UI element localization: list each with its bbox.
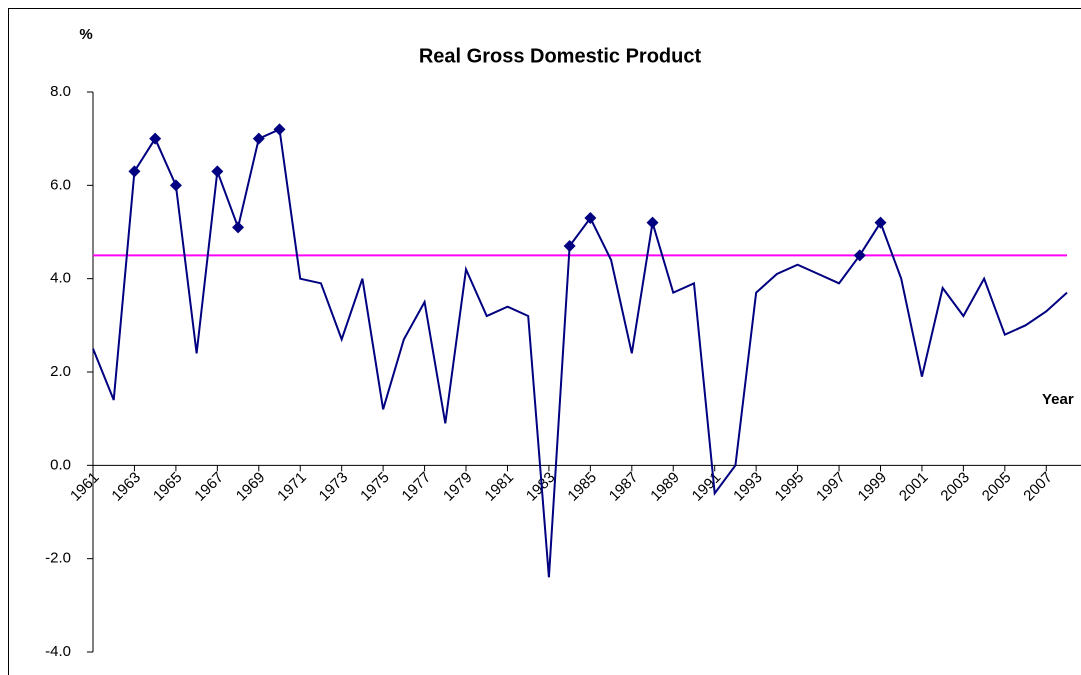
data-point	[563, 240, 576, 252]
y-tick-label: -4.0	[45, 643, 71, 660]
y-tick-label: 6.0	[50, 176, 71, 193]
chart-title: Real Gross Domestic Product	[419, 45, 702, 67]
y-tick-label: 4.0	[50, 270, 71, 287]
y-tick-label: 0.0	[50, 456, 71, 473]
y-axis-label: %	[79, 26, 92, 43]
data-point	[169, 179, 182, 192]
data-point	[128, 165, 141, 178]
data-point	[584, 212, 597, 224]
data-point	[211, 165, 224, 178]
data-line	[92, 127, 1068, 578]
y-tick-label: 2.0	[50, 363, 71, 380]
y-tick-label: 8.0	[50, 83, 71, 100]
data-point	[853, 249, 866, 262]
data-point	[149, 132, 162, 145]
chart-frame	[8, 8, 1081, 675]
data-point	[252, 132, 265, 145]
data-point	[874, 216, 887, 229]
data-point	[646, 216, 659, 229]
x-axis-label: Year	[1042, 391, 1074, 408]
data-point	[232, 221, 245, 234]
data-point	[273, 123, 286, 136]
y-tick-label: -2.0	[45, 550, 71, 567]
